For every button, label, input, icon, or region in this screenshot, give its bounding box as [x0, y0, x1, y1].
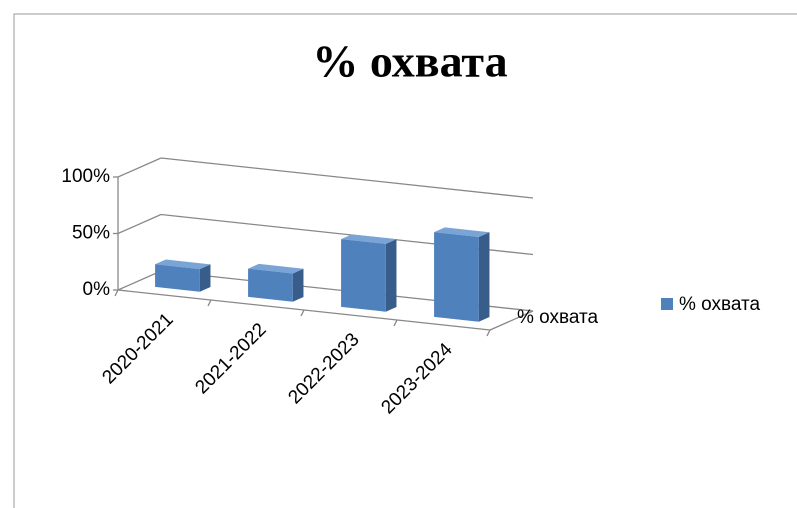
grid-line — [160, 157, 534, 199]
y-tick-label: 100% — [61, 166, 110, 187]
x-tick — [114, 289, 119, 297]
floor-right — [489, 310, 534, 331]
bar — [248, 268, 293, 302]
x-tick-label: 2023-2024 — [377, 339, 456, 418]
x-tick — [486, 329, 491, 337]
depth-axis-label: % охвата — [517, 307, 599, 328]
x-tick-label: 2021-2022 — [191, 319, 270, 398]
bar-top — [155, 259, 211, 270]
bar-top — [248, 263, 304, 274]
bar — [155, 264, 200, 292]
bar-side — [199, 264, 211, 292]
bar-side — [385, 239, 397, 312]
x-tick — [207, 299, 212, 307]
x-tick — [393, 319, 398, 327]
y-tick-label: 50% — [72, 223, 110, 244]
x-tick-label: 2022-2023 — [284, 329, 363, 408]
bar-side — [478, 232, 490, 322]
grid-line — [117, 157, 162, 178]
legend-label: % охвата — [679, 294, 761, 315]
grid-line — [117, 213, 162, 235]
grid-line — [117, 270, 162, 291]
y-tick-label: 0% — [83, 279, 111, 300]
chart-border — [13, 13, 797, 508]
bar-side — [292, 268, 304, 302]
bar-top — [434, 227, 490, 237]
x-tick — [300, 309, 305, 317]
legend-swatch — [661, 298, 673, 310]
chart-title: % охвата — [312, 36, 507, 87]
x-tick-label: 2020-2021 — [98, 309, 177, 388]
bar — [434, 232, 479, 322]
bar — [341, 239, 386, 312]
bar-top — [341, 234, 397, 244]
